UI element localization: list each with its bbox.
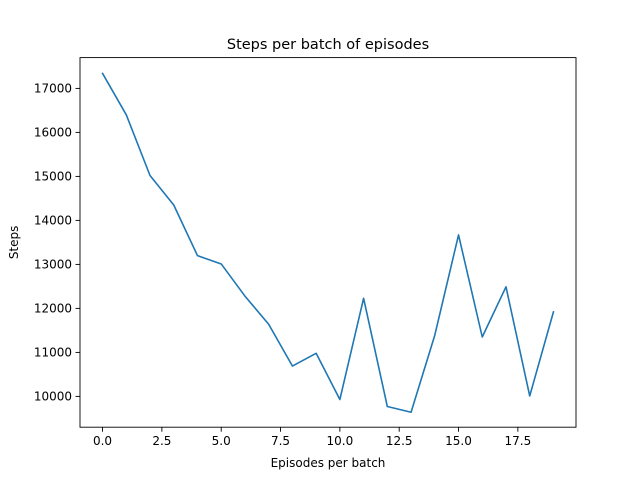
y-tick-label: 15000 xyxy=(34,170,72,184)
x-tick-label: 2.5 xyxy=(152,434,171,448)
x-axis: 0.0 2.5 5.0 7.5 10.0 12.5 15.0 17.5 xyxy=(93,427,531,448)
x-tick-label: 12.5 xyxy=(386,434,413,448)
series-layer xyxy=(101,72,555,414)
x-tick-label: 5.0 xyxy=(212,434,231,448)
x-tick-label: 17.5 xyxy=(504,434,531,448)
y-tick-label: 12000 xyxy=(34,302,72,316)
chart-title: Steps per batch of episodes xyxy=(227,37,429,53)
x-tick-label: 10.0 xyxy=(327,434,354,448)
y-axis: 10000 11000 12000 13000 14000 15000 16000 17000 xyxy=(34,82,80,404)
y-tick-label: 13000 xyxy=(34,258,72,272)
series-line xyxy=(101,72,555,414)
y-tick-label: 10000 xyxy=(34,390,72,404)
x-tick-label: 15.0 xyxy=(445,434,472,448)
y-tick-label: 17000 xyxy=(34,82,72,96)
y-axis-label: Steps xyxy=(7,226,21,260)
x-tick-label: 7.5 xyxy=(271,434,290,448)
x-tick-label: 0.0 xyxy=(93,434,112,448)
y-tick-label: 14000 xyxy=(34,214,72,228)
y-tick-label: 11000 xyxy=(34,346,72,360)
plot-frame xyxy=(79,57,577,428)
y-tick-label: 16000 xyxy=(34,126,72,140)
x-axis-label: Episodes per batch xyxy=(271,456,386,470)
